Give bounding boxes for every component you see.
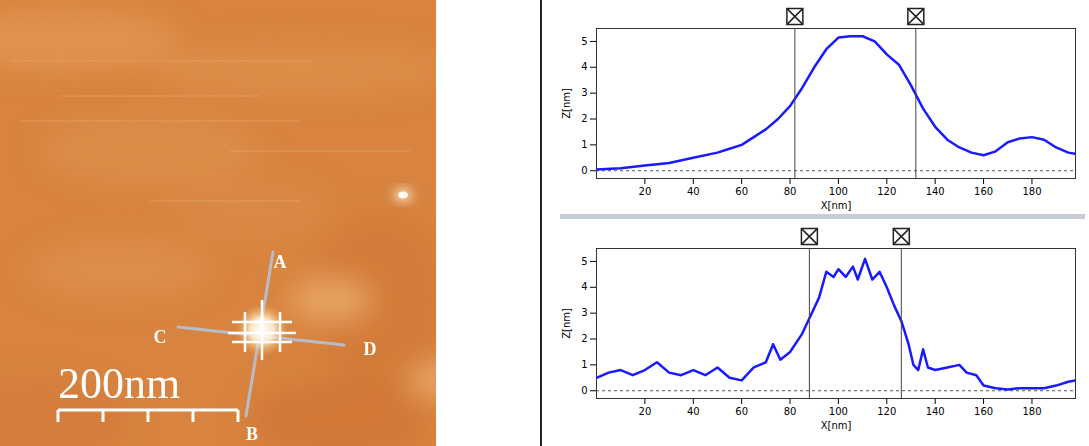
svg-text:4: 4 (581, 281, 587, 292)
svg-text:0: 0 (581, 385, 587, 396)
svg-text:100: 100 (829, 186, 848, 197)
svg-text:80: 80 (784, 186, 797, 197)
svg-text:140: 140 (926, 186, 945, 197)
svg-text:Z[nm]: Z[nm] (561, 88, 572, 119)
svg-text:2: 2 (581, 333, 587, 344)
svg-text:200nm: 200nm (58, 359, 180, 408)
svg-text:160: 160 (974, 186, 993, 197)
svg-text:120: 120 (877, 406, 896, 417)
svg-text:Z[nm]: Z[nm] (561, 308, 572, 339)
svg-text:40: 40 (687, 406, 700, 417)
svg-text:C: C (154, 327, 167, 347)
svg-text:D: D (364, 339, 377, 359)
svg-text:140: 140 (926, 406, 945, 417)
svg-text:3: 3 (581, 87, 587, 98)
svg-text:80: 80 (784, 406, 797, 417)
svg-text:1: 1 (581, 359, 587, 370)
svg-text:180: 180 (1022, 406, 1041, 417)
svg-text:X[nm]: X[nm] (821, 420, 852, 431)
svg-text:B: B (246, 424, 258, 444)
svg-text:180: 180 (1022, 186, 1041, 197)
svg-text:3: 3 (581, 307, 587, 318)
svg-text:5: 5 (581, 36, 587, 47)
svg-text:60: 60 (735, 406, 748, 417)
svg-text:2: 2 (581, 113, 587, 124)
svg-text:0: 0 (581, 165, 587, 176)
svg-text:4: 4 (581, 61, 587, 72)
svg-text:60: 60 (735, 186, 748, 197)
svg-text:40: 40 (687, 186, 700, 197)
svg-text:1: 1 (581, 139, 587, 150)
svg-text:5: 5 (581, 256, 587, 267)
svg-text:160: 160 (974, 406, 993, 417)
svg-text:20: 20 (639, 406, 652, 417)
svg-text:20: 20 (639, 186, 652, 197)
svg-text:100: 100 (829, 406, 848, 417)
svg-text:X[nm]: X[nm] (821, 200, 852, 211)
svg-text:120: 120 (877, 186, 896, 197)
svg-text:A: A (274, 252, 287, 272)
